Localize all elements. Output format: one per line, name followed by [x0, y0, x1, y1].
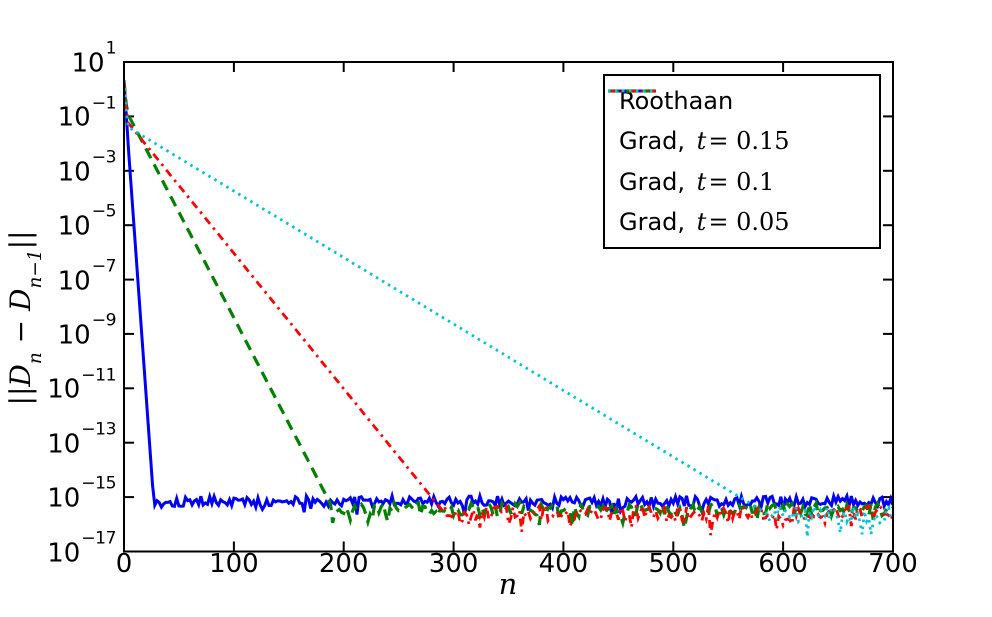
x-tick-label: 0: [115, 549, 133, 579]
y-axis-label-part: −: [3, 310, 37, 353]
x-tick-label: 100: [209, 549, 259, 579]
series-grad-t-0-1-curve: [124, 80, 893, 536]
y-tick-label: 10−5: [57, 202, 117, 242]
x-tick-label: 400: [538, 549, 589, 579]
y-tick-label: 10−3: [57, 147, 117, 188]
x-tick-label: 500: [648, 549, 699, 579]
legend-item-label: Grad, t= 0.1: [619, 167, 775, 196]
y-axis-label: ||Dn − Dn−1||: [3, 230, 46, 406]
y-axis-label-part: n: [25, 352, 47, 365]
legend-item-grad-t-0-1: Grad, t= 0.1: [608, 89, 879, 196]
axes-frame: [123, 61, 894, 553]
legend-item-grad-t-0-15: Grad, t= 0.15: [608, 89, 879, 156]
y-axis-label-part: ||: [3, 230, 37, 250]
y-tick-label: 10−17: [47, 528, 116, 568]
legend-item-label: Grad, t= 0.15: [619, 127, 790, 156]
y-tick-label: 10−9: [57, 310, 117, 351]
x-tick-label: 700: [868, 549, 918, 579]
series-roothaan-curve: [124, 80, 893, 517]
legend-sample-line: [608, 89, 656, 93]
y-axis-label-part: D: [3, 288, 37, 311]
y-axis-label-part: D: [3, 364, 37, 387]
y-tick-label: 101: [71, 39, 116, 79]
x-tick-label: 600: [758, 549, 808, 579]
y-axis-label-part: ||: [3, 386, 37, 406]
legend-item-label: Roothaan: [619, 87, 734, 116]
y-tick-label: 10−15: [47, 474, 116, 514]
x-tick-label: 300: [428, 549, 479, 579]
y-tick-label: 10−1: [57, 93, 117, 133]
legend-item-grad-t-0-05: Grad, t= 0.05: [608, 89, 879, 236]
y-tick-label: 10−13: [47, 419, 116, 460]
y-tick-label: 10−7: [57, 256, 117, 296]
y-tick-label: 10−11: [47, 365, 116, 405]
x-tick-label: 200: [318, 549, 369, 579]
legend: Roothaan Grad, t= 0.15 Grad, t= 0.1 Grad, t…: [603, 74, 881, 249]
series-grad-t-0-05-curve: [124, 80, 893, 538]
x-axis-label: n: [498, 567, 518, 601]
y-axis-label-part: n−1: [25, 249, 47, 289]
legend-item-label: Grad, t= 0.05: [619, 207, 790, 236]
